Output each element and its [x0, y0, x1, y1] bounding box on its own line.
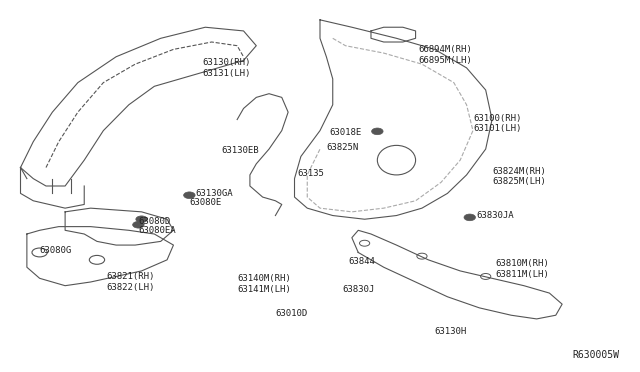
Text: 63130H: 63130H [435, 327, 467, 336]
Text: 63821(RH)
63822(LH): 63821(RH) 63822(LH) [106, 272, 155, 292]
Text: 63825N: 63825N [326, 143, 358, 152]
Text: 63018E: 63018E [330, 128, 362, 137]
Text: 63830JA: 63830JA [476, 211, 514, 220]
Text: 63100(RH)
63101(LH): 63100(RH) 63101(LH) [473, 113, 522, 133]
Text: 63844: 63844 [349, 257, 376, 266]
Text: 63080E: 63080E [189, 198, 221, 207]
Circle shape [372, 128, 383, 135]
Text: 63080D: 63080D [138, 217, 171, 225]
Circle shape [184, 192, 195, 199]
Text: 63080EA: 63080EA [138, 226, 176, 235]
Text: 63824M(RH)
63825M(LH): 63824M(RH) 63825M(LH) [492, 167, 546, 186]
Text: 66894M(RH)
66895M(LH): 66894M(RH) 66895M(LH) [419, 45, 472, 65]
Text: 63080G: 63080G [40, 246, 72, 255]
Text: 63130(RH)
63131(LH): 63130(RH) 63131(LH) [202, 58, 250, 77]
Text: 63010D: 63010D [275, 309, 308, 318]
Text: 63830J: 63830J [342, 285, 374, 294]
Circle shape [136, 216, 147, 222]
Text: 63140M(RH)
63141M(LH): 63140M(RH) 63141M(LH) [237, 274, 291, 294]
Circle shape [132, 221, 144, 228]
Text: 63810M(RH)
63811M(LH): 63810M(RH) 63811M(LH) [495, 259, 549, 279]
Circle shape [464, 214, 476, 221]
Text: 63130EB: 63130EB [221, 147, 259, 155]
Text: R630005W: R630005W [573, 350, 620, 359]
Text: 63130GA: 63130GA [196, 189, 234, 198]
Text: 63135: 63135 [298, 169, 324, 177]
